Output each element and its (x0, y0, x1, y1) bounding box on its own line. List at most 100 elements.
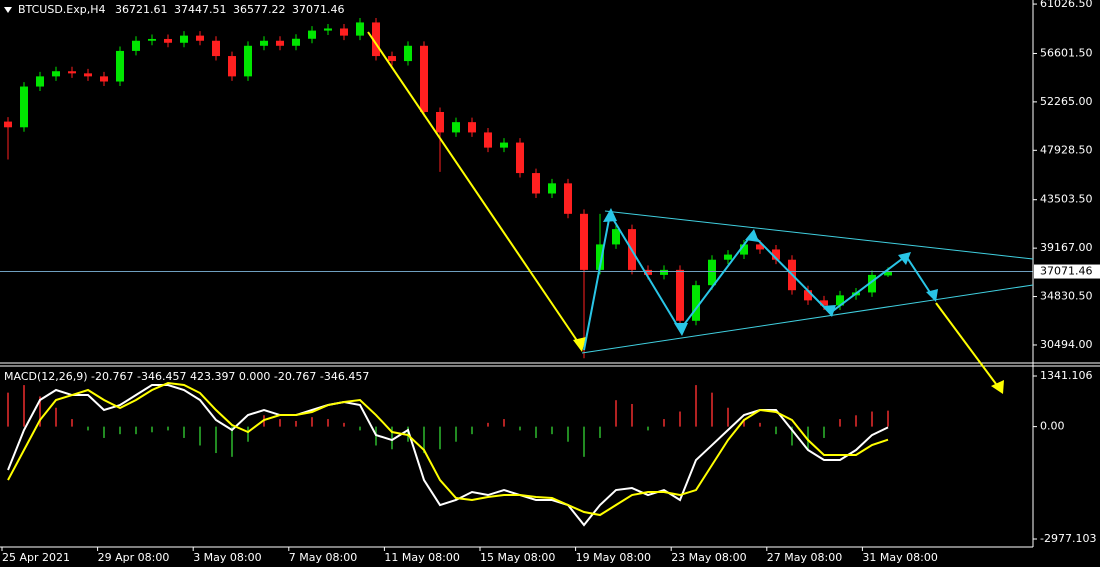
histogram-bar (183, 426, 185, 438)
candle-body (52, 71, 60, 77)
candle-body (212, 40, 220, 57)
x-tick-label: 11 May 08:00 (384, 551, 459, 564)
candle-body (164, 38, 172, 43)
candle-body (196, 35, 204, 41)
candle-body (132, 40, 140, 51)
candle-body (804, 290, 812, 301)
y-tick-label: 1341.106 (1040, 369, 1093, 382)
candle-body (724, 254, 732, 260)
histogram-bar (23, 385, 25, 427)
open: 36721.61 (115, 3, 168, 16)
candle-body (548, 183, 556, 194)
histogram-bar (631, 403, 633, 427)
chart-header: BTCUSD.Exp,H4 36721.61 37447.51 36577.22… (18, 3, 345, 16)
histogram-bar (151, 426, 153, 433)
y-tick-label: 34830.50 (1040, 290, 1093, 303)
y-tick-label: 56601.50 (1040, 46, 1093, 59)
candle-body (500, 142, 508, 148)
candle-body (404, 45, 412, 62)
histogram-bar (343, 422, 345, 427)
arrow-head (573, 337, 586, 352)
candle-body (228, 56, 236, 77)
histogram-bar (7, 392, 9, 427)
histogram-bar (887, 410, 889, 427)
candle-body (612, 229, 620, 245)
histogram-bar (823, 426, 825, 438)
candle-body (276, 40, 284, 46)
candle-body (596, 244, 604, 270)
triangle-lower (581, 284, 1034, 354)
histogram-bar (871, 411, 873, 427)
symbol: BTCUSD.Exp,H4 (18, 3, 106, 16)
histogram-bar (55, 407, 57, 427)
histogram-bar (807, 426, 809, 450)
candle-body (420, 45, 428, 112)
candle-body (884, 271, 892, 276)
candle-body (580, 213, 588, 270)
arrow-head (991, 380, 1004, 394)
histogram-bar (455, 426, 457, 442)
histogram-bar (71, 419, 73, 427)
candle-body (484, 132, 492, 148)
histogram-bar (791, 426, 793, 446)
y-tick-label: 47928.50 (1040, 143, 1093, 156)
arrow-head (603, 208, 617, 222)
histogram-bar (535, 426, 537, 438)
histogram-bar (743, 419, 745, 427)
annotations (367, 31, 1034, 394)
candle-body (660, 269, 668, 275)
histogram-bar (359, 426, 361, 431)
candle-body (532, 173, 540, 194)
candle-body (692, 285, 700, 321)
histogram-bar (567, 426, 569, 442)
x-tick-label: 23 May 08:00 (671, 551, 746, 564)
candle-body (644, 269, 652, 275)
histogram-bar (711, 392, 713, 427)
histogram-bar (695, 385, 697, 427)
x-tick-label: 27 May 08:00 (767, 551, 842, 564)
candle-body (740, 244, 748, 255)
histogram-bar (583, 426, 585, 457)
histogram-bar (759, 422, 761, 427)
candle-body (260, 40, 268, 46)
y-tick-label: 0.00 (1040, 420, 1065, 433)
histogram-bar (39, 396, 41, 427)
candle-body (180, 35, 188, 43)
candle-body (292, 38, 300, 46)
arrow-head (898, 252, 911, 265)
y-tick-label: 30494.00 (1040, 338, 1093, 351)
histogram-bar (135, 426, 137, 435)
histogram-bar (551, 426, 553, 435)
histogram-bar (231, 426, 233, 457)
triangle-upper (604, 210, 1034, 260)
histogram-bar (855, 415, 857, 427)
histogram-bar (839, 419, 841, 427)
candle-body (244, 45, 252, 77)
histogram-bar (295, 420, 297, 427)
x-tick-label: 29 Apr 08:00 (98, 551, 170, 564)
histogram-bar (615, 400, 617, 427)
y-tick-label: 39167.00 (1040, 241, 1093, 254)
candle-body (20, 86, 28, 128)
candle-body (836, 295, 844, 306)
candle-body (372, 22, 380, 57)
y-tick-label: 52265.00 (1040, 95, 1093, 108)
current-price-box (1034, 264, 1100, 279)
y-tick-label: 61026.50 (1040, 0, 1093, 10)
candle-body (436, 111, 444, 133)
plot-layer (0, 17, 1033, 527)
arrow-head (926, 289, 938, 302)
candle-body (820, 300, 828, 306)
x-tick-label: 31 May 08:00 (862, 551, 937, 564)
close: 37071.46 (292, 3, 345, 16)
candle-body (708, 259, 716, 286)
candle-body (756, 244, 764, 250)
histogram-bar (391, 426, 393, 450)
histogram-bar (311, 417, 313, 427)
histogram-bar (663, 419, 665, 427)
candle-body (340, 28, 348, 36)
candle-body (324, 28, 332, 31)
candle-body (4, 121, 12, 128)
histogram-bar (599, 426, 601, 438)
